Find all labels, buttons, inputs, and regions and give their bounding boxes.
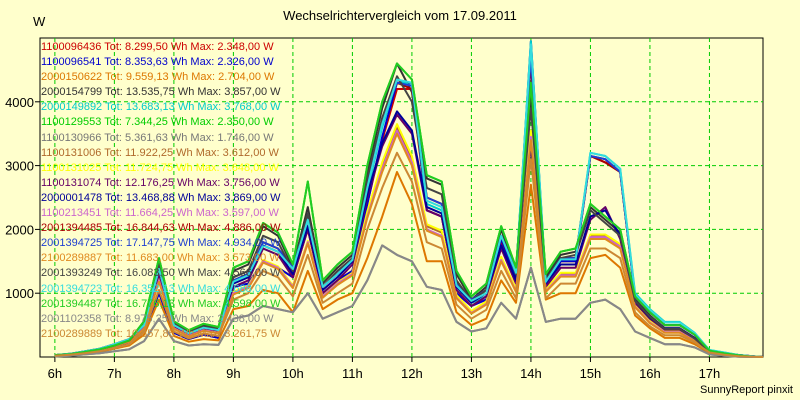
x-tick-label: 6h [48,366,62,381]
chart-title: Wechselrichtervergleich vom 17.09.2011 [283,8,517,23]
legend-entry: 2001394485 Tot: 16.844,63 Wh Max: 4.886,… [41,222,281,235]
legend-entry: 2000001478 Tot: 13.468,88 Wh Max: 3.869,… [41,191,281,204]
legend-entry: 2100289887 Tot: 11.683,00 Wh Max: 3.573,… [41,252,280,265]
x-tick-label: 8h [167,366,181,381]
footer-credit: SunnyReport pinxit [700,384,793,396]
legend-entry: 1100130966 Tot: 5.361,63 Wh Max: 1.746,0… [41,131,274,144]
x-tick-label: 14h [520,366,542,381]
x-tick-label: 11h [342,366,363,381]
x-tick-label: 10h [282,366,304,381]
legend-entry: 1100096436 Tot: 8.299,50 Wh Max: 2.348,0… [41,41,274,53]
y-tick-label: 4000 [5,95,34,110]
legend-entry: 2000150622 Tot: 9.559,13 Wh Max: 2.704,0… [41,71,275,84]
x-tick-label: 15h [580,366,602,381]
legend-entry: 2000149892 Tot: 13.683,13 Wh Max: 3.768,… [41,101,281,114]
x-tick-label: 7h [107,366,121,381]
legend-entry: 2000154799 Tot: 13.535,75 Wh Max: 3.857,… [41,86,281,99]
legend-entry: 2100289889 Tot: 10.857,85 Wh Max: 3.261,… [41,327,281,340]
y-axis-unit: W [33,14,46,29]
legend-entry: 1100096541 Tot: 8.353,63 Wh Max: 2.326,0… [41,56,274,69]
series-line-2001394487 [54,62,764,358]
chart-legend: 1100096436 Tot: 8.299,50 Wh Max: 2.348,0… [41,40,281,342]
y-tick-label: 3000 [5,159,34,174]
legend-entry: 2001394487 Tot: 16.776,13 Wh Max: 4.598,… [41,297,281,310]
series-line-2100289889 [54,151,764,358]
y-tick-label: 1000 [5,286,34,301]
legend-entry: 1100131006 Tot: 11.922,25 Wh Max: 3.612,… [41,146,279,159]
legend-entry: 2001393249 Tot: 16.083,50 Wh Max: 4.566,… [41,267,281,280]
legend-entry: 1100213451 Tot: 11.664,25 Wh Max: 3.597,… [41,207,279,220]
y-tick-label: 2000 [5,222,34,237]
x-tick-label: 17h [699,366,721,381]
x-tick-label: 9h [226,366,240,381]
legend-entry: 2001394723 Tot: 16.352,13 Wh Max: 4.688,… [41,282,281,295]
legend-entry: 1100129553 Tot: 7.344,25 Wh Max: 2.350,0… [41,116,274,129]
series-line-2001102358 [54,244,763,358]
legend-entry: 1100131074 Tot: 12.176,25 Wh Max: 3.756,… [41,176,280,189]
series-line-2000150622 [54,171,763,358]
legend-entry: 2001394725 Tot: 17.147,75 Wh Max: 4.934,… [41,237,281,250]
legend-entry: 2001102358 Tot: 8.975,25 Wh Max: 2.438,0… [41,312,274,325]
x-tick-label: 12h [401,366,423,381]
legend-entry: 1100131025 Tot: 11.724,75 Wh Max: 3.648,… [41,161,279,174]
x-tick-label: 16h [639,366,661,381]
x-tick-label: 13h [461,366,483,381]
